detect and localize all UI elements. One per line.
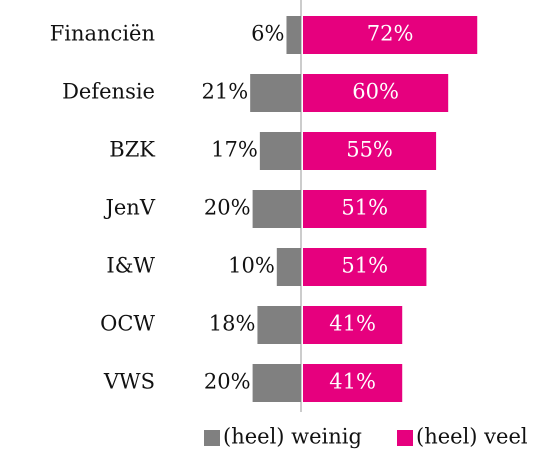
bar-negative bbox=[286, 16, 301, 54]
bar-positive bbox=[303, 190, 427, 228]
bar-negative bbox=[252, 364, 301, 402]
category-label: Financiën bbox=[50, 22, 155, 46]
value-label: 17% bbox=[211, 138, 258, 162]
bar-positive bbox=[303, 248, 427, 286]
legend-swatch bbox=[204, 430, 220, 446]
value-label: 20% bbox=[204, 370, 251, 394]
category-label: VWS bbox=[103, 370, 155, 394]
bar-positive bbox=[303, 16, 478, 54]
legend-label: (heel) veel bbox=[416, 425, 528, 449]
category-label: I&W bbox=[106, 254, 155, 278]
value-label: 6% bbox=[251, 22, 284, 46]
bar-negative bbox=[259, 132, 301, 170]
value-label: 21% bbox=[201, 80, 248, 104]
value-label: 10% bbox=[228, 254, 275, 278]
category-label: JenV bbox=[103, 196, 155, 220]
value-label: 20% bbox=[204, 196, 251, 220]
bar-negative bbox=[276, 248, 301, 286]
bar-positive bbox=[303, 132, 437, 170]
bar-positive bbox=[303, 74, 449, 112]
bar-negative bbox=[250, 74, 301, 112]
category-label: OCW bbox=[100, 312, 155, 336]
value-label: 51% bbox=[341, 254, 388, 278]
legend-swatch bbox=[397, 430, 413, 446]
value-label: 72% bbox=[367, 22, 414, 46]
bar-negative bbox=[257, 306, 301, 344]
category-label: Defensie bbox=[62, 80, 155, 104]
bar-negative bbox=[252, 190, 301, 228]
bar-positive bbox=[303, 364, 403, 402]
value-label: 18% bbox=[209, 312, 256, 336]
value-label: 60% bbox=[352, 80, 399, 104]
bar-positive bbox=[303, 306, 403, 344]
value-label: 55% bbox=[346, 138, 393, 162]
category-label: BZK bbox=[109, 138, 155, 162]
value-label: 51% bbox=[341, 196, 388, 220]
legend-label: (heel) weinig bbox=[223, 425, 362, 449]
value-label: 41% bbox=[329, 312, 376, 336]
value-label: 41% bbox=[329, 370, 376, 394]
